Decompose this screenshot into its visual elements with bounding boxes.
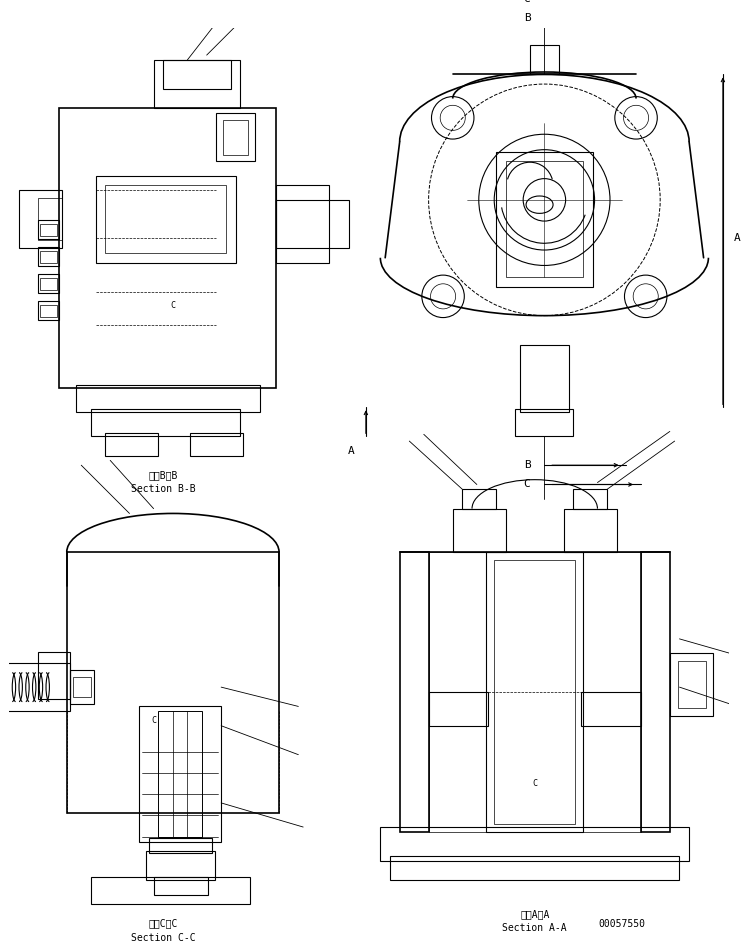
Bar [38, 247, 59, 267]
Text: 00057550: 00057550 [599, 918, 646, 929]
Bar [19, 190, 62, 248]
Bar [40, 305, 57, 317]
Bar [223, 120, 248, 155]
Bar [496, 152, 592, 287]
Bar [140, 706, 221, 841]
Bar [76, 385, 260, 412]
Bar [530, 45, 559, 74]
Bar [506, 161, 583, 277]
Text: A: A [348, 446, 355, 455]
Bar [163, 60, 231, 89]
Bar [66, 552, 279, 813]
Bar [154, 877, 207, 895]
Text: C: C [532, 779, 537, 788]
Bar [146, 852, 216, 880]
Text: 断面B－B: 断面B－B [148, 470, 178, 480]
Bar [69, 670, 94, 704]
Bar [574, 489, 607, 508]
Bar [216, 113, 255, 161]
Bar [38, 653, 69, 699]
Bar [400, 552, 429, 832]
Bar [429, 692, 489, 726]
Text: B: B [524, 13, 530, 24]
Bar [429, 552, 641, 832]
Text: C: C [524, 0, 530, 4]
Bar [463, 489, 496, 508]
Bar [91, 877, 250, 904]
Text: A: A [734, 234, 741, 243]
Bar [494, 560, 575, 824]
Bar [486, 552, 583, 832]
Text: C: C [524, 479, 530, 489]
Bar [276, 186, 329, 262]
Bar [38, 274, 59, 293]
Bar [40, 224, 57, 236]
Bar [40, 251, 57, 262]
Bar [581, 692, 641, 726]
Text: B: B [524, 460, 530, 471]
Bar [158, 711, 202, 836]
Bar [38, 198, 62, 240]
Bar [670, 653, 713, 716]
Bar [453, 508, 506, 552]
Text: Section A-A: Section A-A [502, 923, 567, 934]
Bar [38, 220, 59, 240]
Bar [91, 409, 240, 437]
Bar [4, 663, 69, 711]
Bar [564, 508, 617, 552]
Bar [154, 60, 240, 108]
Bar [148, 837, 212, 853]
Text: 断面C－C: 断面C－C [148, 918, 178, 929]
Text: 断面A－A: 断面A－A [520, 909, 550, 918]
Text: C: C [170, 302, 175, 310]
Bar [276, 200, 348, 248]
Bar [380, 827, 689, 861]
Bar [390, 856, 680, 880]
Text: C: C [151, 717, 156, 725]
Bar [677, 661, 706, 708]
Bar [520, 344, 568, 412]
Bar [105, 186, 226, 253]
Text: Section C-C: Section C-C [131, 933, 195, 943]
Bar [641, 552, 670, 832]
Bar [38, 301, 59, 321]
Bar [40, 278, 57, 290]
Bar [515, 409, 574, 437]
Bar [72, 677, 91, 697]
Bar [95, 175, 236, 262]
Bar [105, 434, 158, 455]
Bar [59, 108, 276, 388]
Text: Section B-B: Section B-B [131, 485, 195, 494]
Bar [190, 434, 243, 455]
